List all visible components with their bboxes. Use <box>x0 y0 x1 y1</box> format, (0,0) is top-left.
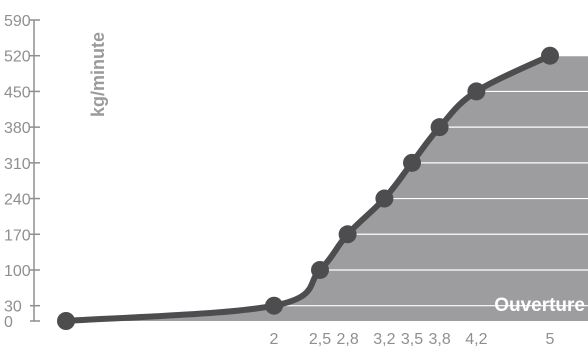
y-tick-label: 520 <box>4 49 31 66</box>
y-tick-label: 0 <box>4 314 13 331</box>
y-tick-label: 170 <box>4 227 31 244</box>
y-tick-label: 310 <box>4 156 31 173</box>
data-point <box>541 46 559 65</box>
y-tick-label: 30 <box>4 299 22 316</box>
data-point <box>265 296 283 315</box>
y-tick-label: 590 <box>4 13 31 30</box>
x-tick-label: 2 <box>270 331 279 348</box>
tick-layer: 030 100 170 240 310 380 450 520 590 2 2,5 2,8 3,2 3,5… <box>4 13 555 348</box>
x-tick-label: 3,8 <box>428 331 450 348</box>
x-tick-label: 2,5 <box>309 331 331 348</box>
y-tick-label: 380 <box>4 120 31 137</box>
area-layer <box>66 55 588 322</box>
y-tick-label: 100 <box>4 263 31 280</box>
points-layer <box>57 46 559 330</box>
y-tick-label: 240 <box>4 192 31 209</box>
x-axis-label: Ouverture <box>494 295 585 316</box>
y-tick-label: 450 <box>4 84 31 101</box>
data-point <box>338 225 357 244</box>
x-tick-label: 2,8 <box>336 331 358 348</box>
x-tick-label: 4,2 <box>465 331 487 348</box>
data-point <box>430 118 449 137</box>
label-layer: kg/minute Ouverture <box>88 32 585 316</box>
data-point <box>57 312 75 330</box>
grid-layer <box>66 19 588 307</box>
x-tick-label: 3,2 <box>373 331 395 348</box>
area-fill <box>66 55 588 322</box>
x-tick-label: 3,5 <box>401 331 423 348</box>
x-tick-label: 5 <box>546 331 555 348</box>
data-point <box>311 260 329 279</box>
data-point <box>467 82 486 101</box>
y-axis-label: kg/minute <box>88 32 108 117</box>
data-point <box>375 189 394 208</box>
data-point <box>403 153 421 172</box>
